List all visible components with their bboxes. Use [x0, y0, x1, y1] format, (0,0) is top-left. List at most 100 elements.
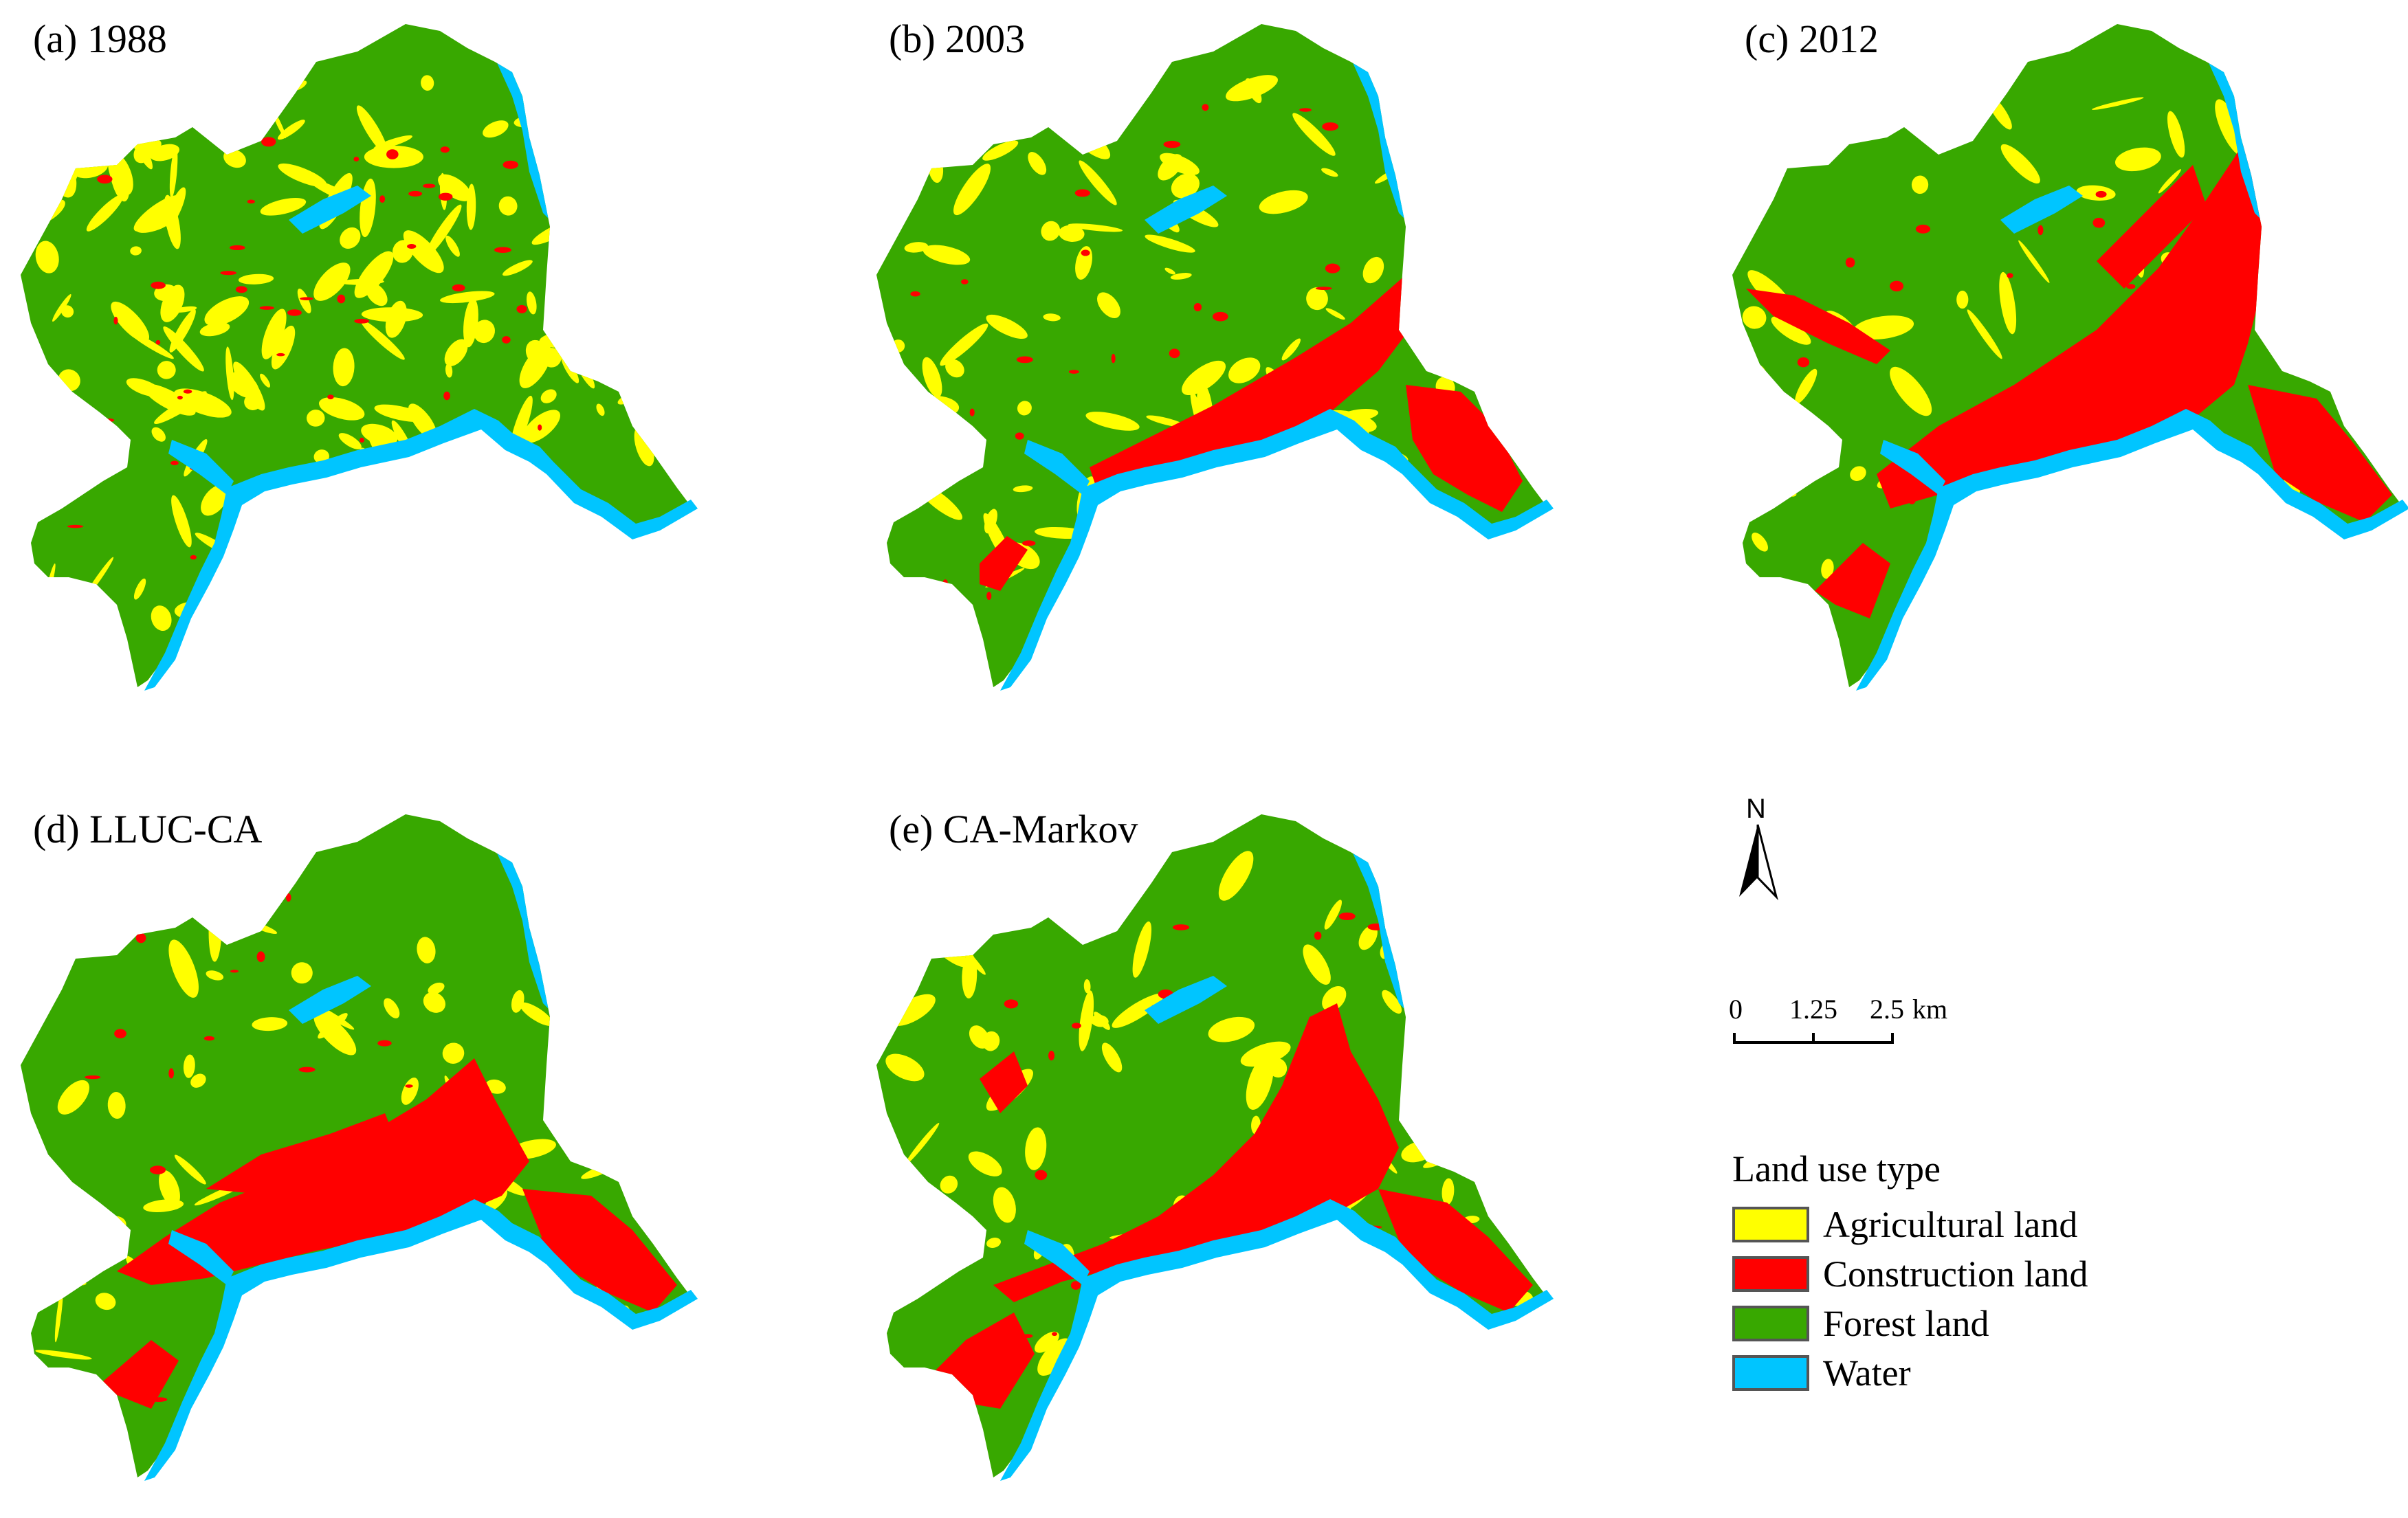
- construction-patch: [610, 1339, 624, 1346]
- agricultural-patch: [442, 1042, 465, 1064]
- agricultural-patch: [354, 251, 394, 298]
- construction-land-area: [980, 1051, 1028, 1113]
- agricultural-patch: [2085, 474, 2103, 500]
- agricultural-patch: [225, 346, 234, 401]
- agricultural-patch: [1268, 1332, 1310, 1354]
- agricultural-patch: [230, 611, 256, 645]
- construction-patch: [97, 175, 113, 184]
- agricultural-patch: [313, 1012, 357, 1056]
- agricultural-patch: [1911, 175, 1929, 194]
- agricultural-patch: [415, 511, 440, 540]
- agricultural-patch: [969, 1025, 990, 1049]
- agricultural-patch: [922, 357, 942, 398]
- agricultural-patch: [1017, 401, 1032, 416]
- agricultural-patch: [628, 1196, 687, 1210]
- construction-patch: [1944, 606, 1958, 616]
- legend-label: Agricultural land: [1823, 1204, 2078, 1245]
- construction-patch: [54, 168, 69, 175]
- agricultural-patch: [1292, 113, 1336, 156]
- agricultural-patch: [540, 389, 557, 403]
- agricultural-patch: [1481, 137, 1490, 157]
- construction-patch: [327, 394, 334, 400]
- construction-patch: [502, 336, 511, 344]
- agricultural-patch: [1138, 565, 1158, 580]
- agricultural-patch: [631, 226, 645, 236]
- construction-patch: [639, 408, 644, 414]
- construction-patch: [408, 190, 423, 197]
- agricultural-patch: [316, 545, 366, 558]
- construction-land-area: [522, 1189, 677, 1313]
- agricultural-patch: [173, 388, 232, 418]
- panel-label: (e) CA-Markov: [889, 807, 1138, 851]
- agricultural-patch: [240, 600, 283, 625]
- agricultural-patch: [445, 363, 453, 378]
- construction-patch: [285, 893, 291, 902]
- legend-swatch: [1732, 1355, 1809, 1391]
- agricultural-patch: [253, 518, 278, 564]
- construction-patch: [581, 567, 596, 577]
- agricultural-patch: [1263, 498, 1288, 544]
- agricultural-patch: [619, 136, 639, 153]
- construction-patch: [151, 281, 166, 289]
- water-body: [289, 976, 371, 1024]
- agricultural-patch: [426, 587, 436, 623]
- agricultural-patch: [52, 294, 71, 322]
- agricultural-patch: [1431, 52, 1443, 115]
- construction-patch: [113, 316, 118, 325]
- agricultural-patch: [1035, 1331, 1059, 1353]
- construction-patch: [1015, 432, 1024, 440]
- agricultural-patch: [970, 445, 982, 454]
- agricultural-patch: [1281, 338, 1301, 361]
- agricultural-patch: [365, 282, 388, 306]
- agricultural-patch: [107, 1092, 126, 1119]
- land-use-map-1988: [21, 24, 698, 691]
- agricultural-patch: [384, 998, 400, 1018]
- construction-patch: [298, 1067, 316, 1073]
- agricultural-patch: [2224, 465, 2237, 521]
- agricultural-patch: [1404, 524, 1466, 539]
- forest-land-area: [876, 24, 1543, 687]
- agricultural-patch: [42, 1186, 56, 1214]
- agricultural-patch: [1402, 294, 1444, 313]
- agricultural-patch: [368, 1288, 404, 1308]
- construction-patch: [73, 453, 80, 461]
- agricultural-patch: [35, 241, 59, 274]
- construction-patch: [104, 418, 115, 422]
- agricultural-patch: [302, 1367, 329, 1392]
- agricultural-patch: [1339, 457, 1377, 484]
- construction-patch: [2126, 284, 2136, 289]
- construction-patch: [1325, 263, 1340, 274]
- water-body: [1145, 186, 1227, 234]
- construction-patch: [354, 318, 369, 324]
- agricultural-patch: [1101, 1042, 1123, 1073]
- agricultural-patch: [982, 140, 1019, 161]
- agricultural-patch: [208, 1404, 221, 1435]
- construction-patch: [405, 1084, 413, 1088]
- construction-patch: [1210, 501, 1221, 506]
- agricultural-patch: [1205, 1286, 1226, 1316]
- agricultural-patch: [333, 348, 355, 387]
- construction-land-area: [993, 1003, 1399, 1302]
- scale-unit: km: [1912, 994, 1948, 1025]
- construction-patch: [1022, 540, 1036, 546]
- agricultural-patch: [467, 511, 524, 538]
- construction-patch: [1470, 571, 1475, 581]
- construction-patch: [1123, 1402, 1134, 1413]
- agricultural-patch: [2138, 462, 2161, 502]
- agricultural-patch: [2266, 211, 2291, 234]
- water-body: [1145, 976, 1227, 1024]
- agricultural-patch: [130, 246, 142, 256]
- agricultural-patch: [1358, 925, 1378, 950]
- agricultural-patch: [151, 427, 166, 442]
- agricultural-patch: [2263, 326, 2288, 343]
- agricultural-patch: [260, 373, 271, 388]
- construction-patch: [1338, 912, 1356, 920]
- construction-land-area: [1746, 289, 1890, 364]
- construction-patch: [300, 297, 313, 300]
- agricultural-patch: [940, 323, 988, 366]
- agricultural-patch: [401, 1078, 419, 1105]
- agricultural-patch: [421, 75, 434, 91]
- agricultural-patch: [485, 1079, 506, 1094]
- agricultural-patch: [1456, 569, 1479, 602]
- agricultural-patch: [1395, 557, 1441, 567]
